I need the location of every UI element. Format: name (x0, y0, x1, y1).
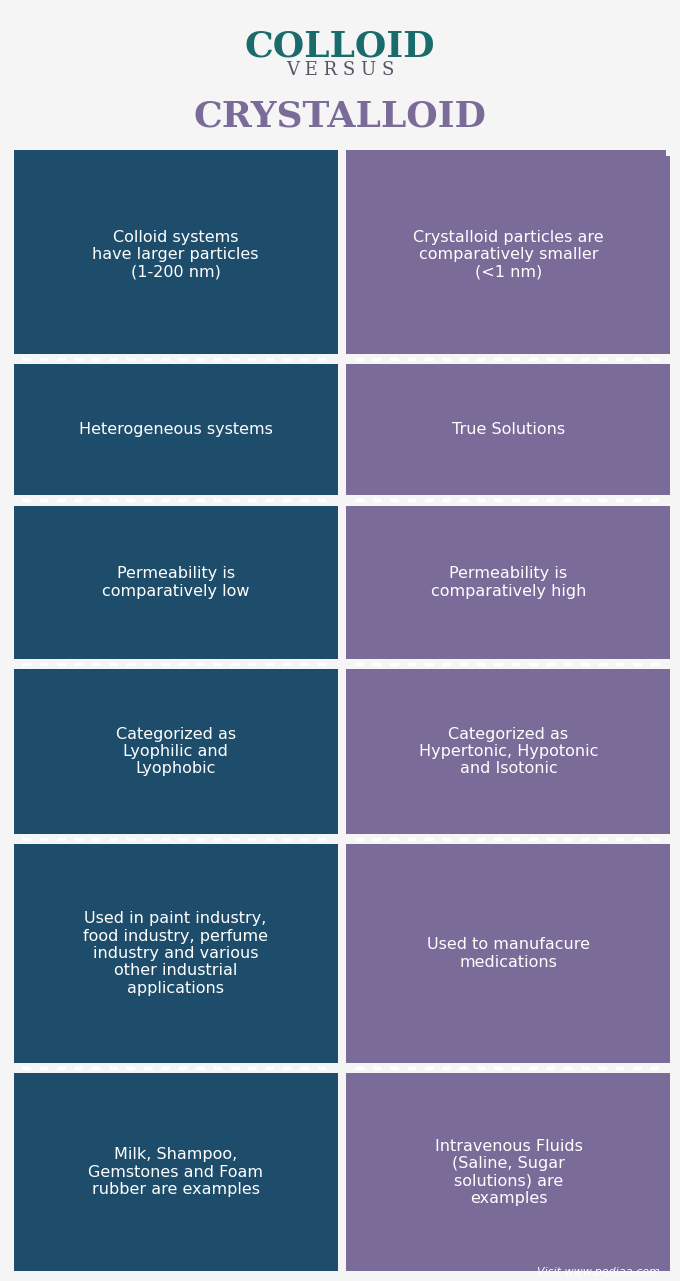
FancyBboxPatch shape (14, 1073, 337, 1271)
Text: Heterogeneous systems: Heterogeneous systems (79, 423, 273, 437)
Text: Used to manufacure
medications: Used to manufacure medications (427, 938, 590, 970)
FancyBboxPatch shape (14, 506, 337, 658)
Text: Colloid systems
have larger particles
(1-200 nm): Colloid systems have larger particles (1… (92, 231, 259, 279)
Text: Categorized as
Hypertonic, Hypotonic
and Isotonic: Categorized as Hypertonic, Hypotonic and… (419, 726, 598, 776)
FancyBboxPatch shape (346, 844, 670, 1063)
FancyBboxPatch shape (346, 669, 670, 834)
Text: Milk, Shampoo,
Gemstones and Foam
rubber are examples: Milk, Shampoo, Gemstones and Foam rubber… (88, 1148, 263, 1196)
Text: COLLOID: COLLOID (245, 29, 435, 64)
FancyBboxPatch shape (346, 156, 670, 354)
FancyBboxPatch shape (346, 150, 666, 156)
FancyBboxPatch shape (14, 669, 337, 834)
Text: Permeability is
comparatively low: Permeability is comparatively low (102, 566, 250, 598)
Text: Visit www.pediaa.com: Visit www.pediaa.com (537, 1267, 660, 1277)
Text: Used in paint industry,
food industry, perfume
industry and various
other indust: Used in paint industry, food industry, p… (83, 911, 268, 995)
Text: V E R S U S: V E R S U S (286, 61, 394, 79)
FancyBboxPatch shape (346, 506, 670, 658)
FancyBboxPatch shape (14, 156, 337, 354)
Text: CRYSTALLOID: CRYSTALLOID (194, 100, 486, 135)
FancyBboxPatch shape (346, 364, 670, 496)
Text: Categorized as
Lyophilic and
Lyophobic: Categorized as Lyophilic and Lyophobic (116, 726, 236, 776)
FancyBboxPatch shape (346, 1073, 670, 1271)
Text: Permeability is
comparatively high: Permeability is comparatively high (431, 566, 586, 598)
Text: True Solutions: True Solutions (452, 423, 565, 437)
Text: Crystalloid particles are
comparatively smaller
(<1 nm): Crystalloid particles are comparatively … (413, 231, 604, 279)
FancyBboxPatch shape (14, 364, 337, 496)
FancyBboxPatch shape (14, 844, 337, 1063)
Text: Intravenous Fluids
(Saline, Sugar
solutions) are
examples: Intravenous Fluids (Saline, Sugar soluti… (435, 1139, 582, 1205)
FancyBboxPatch shape (14, 150, 337, 156)
